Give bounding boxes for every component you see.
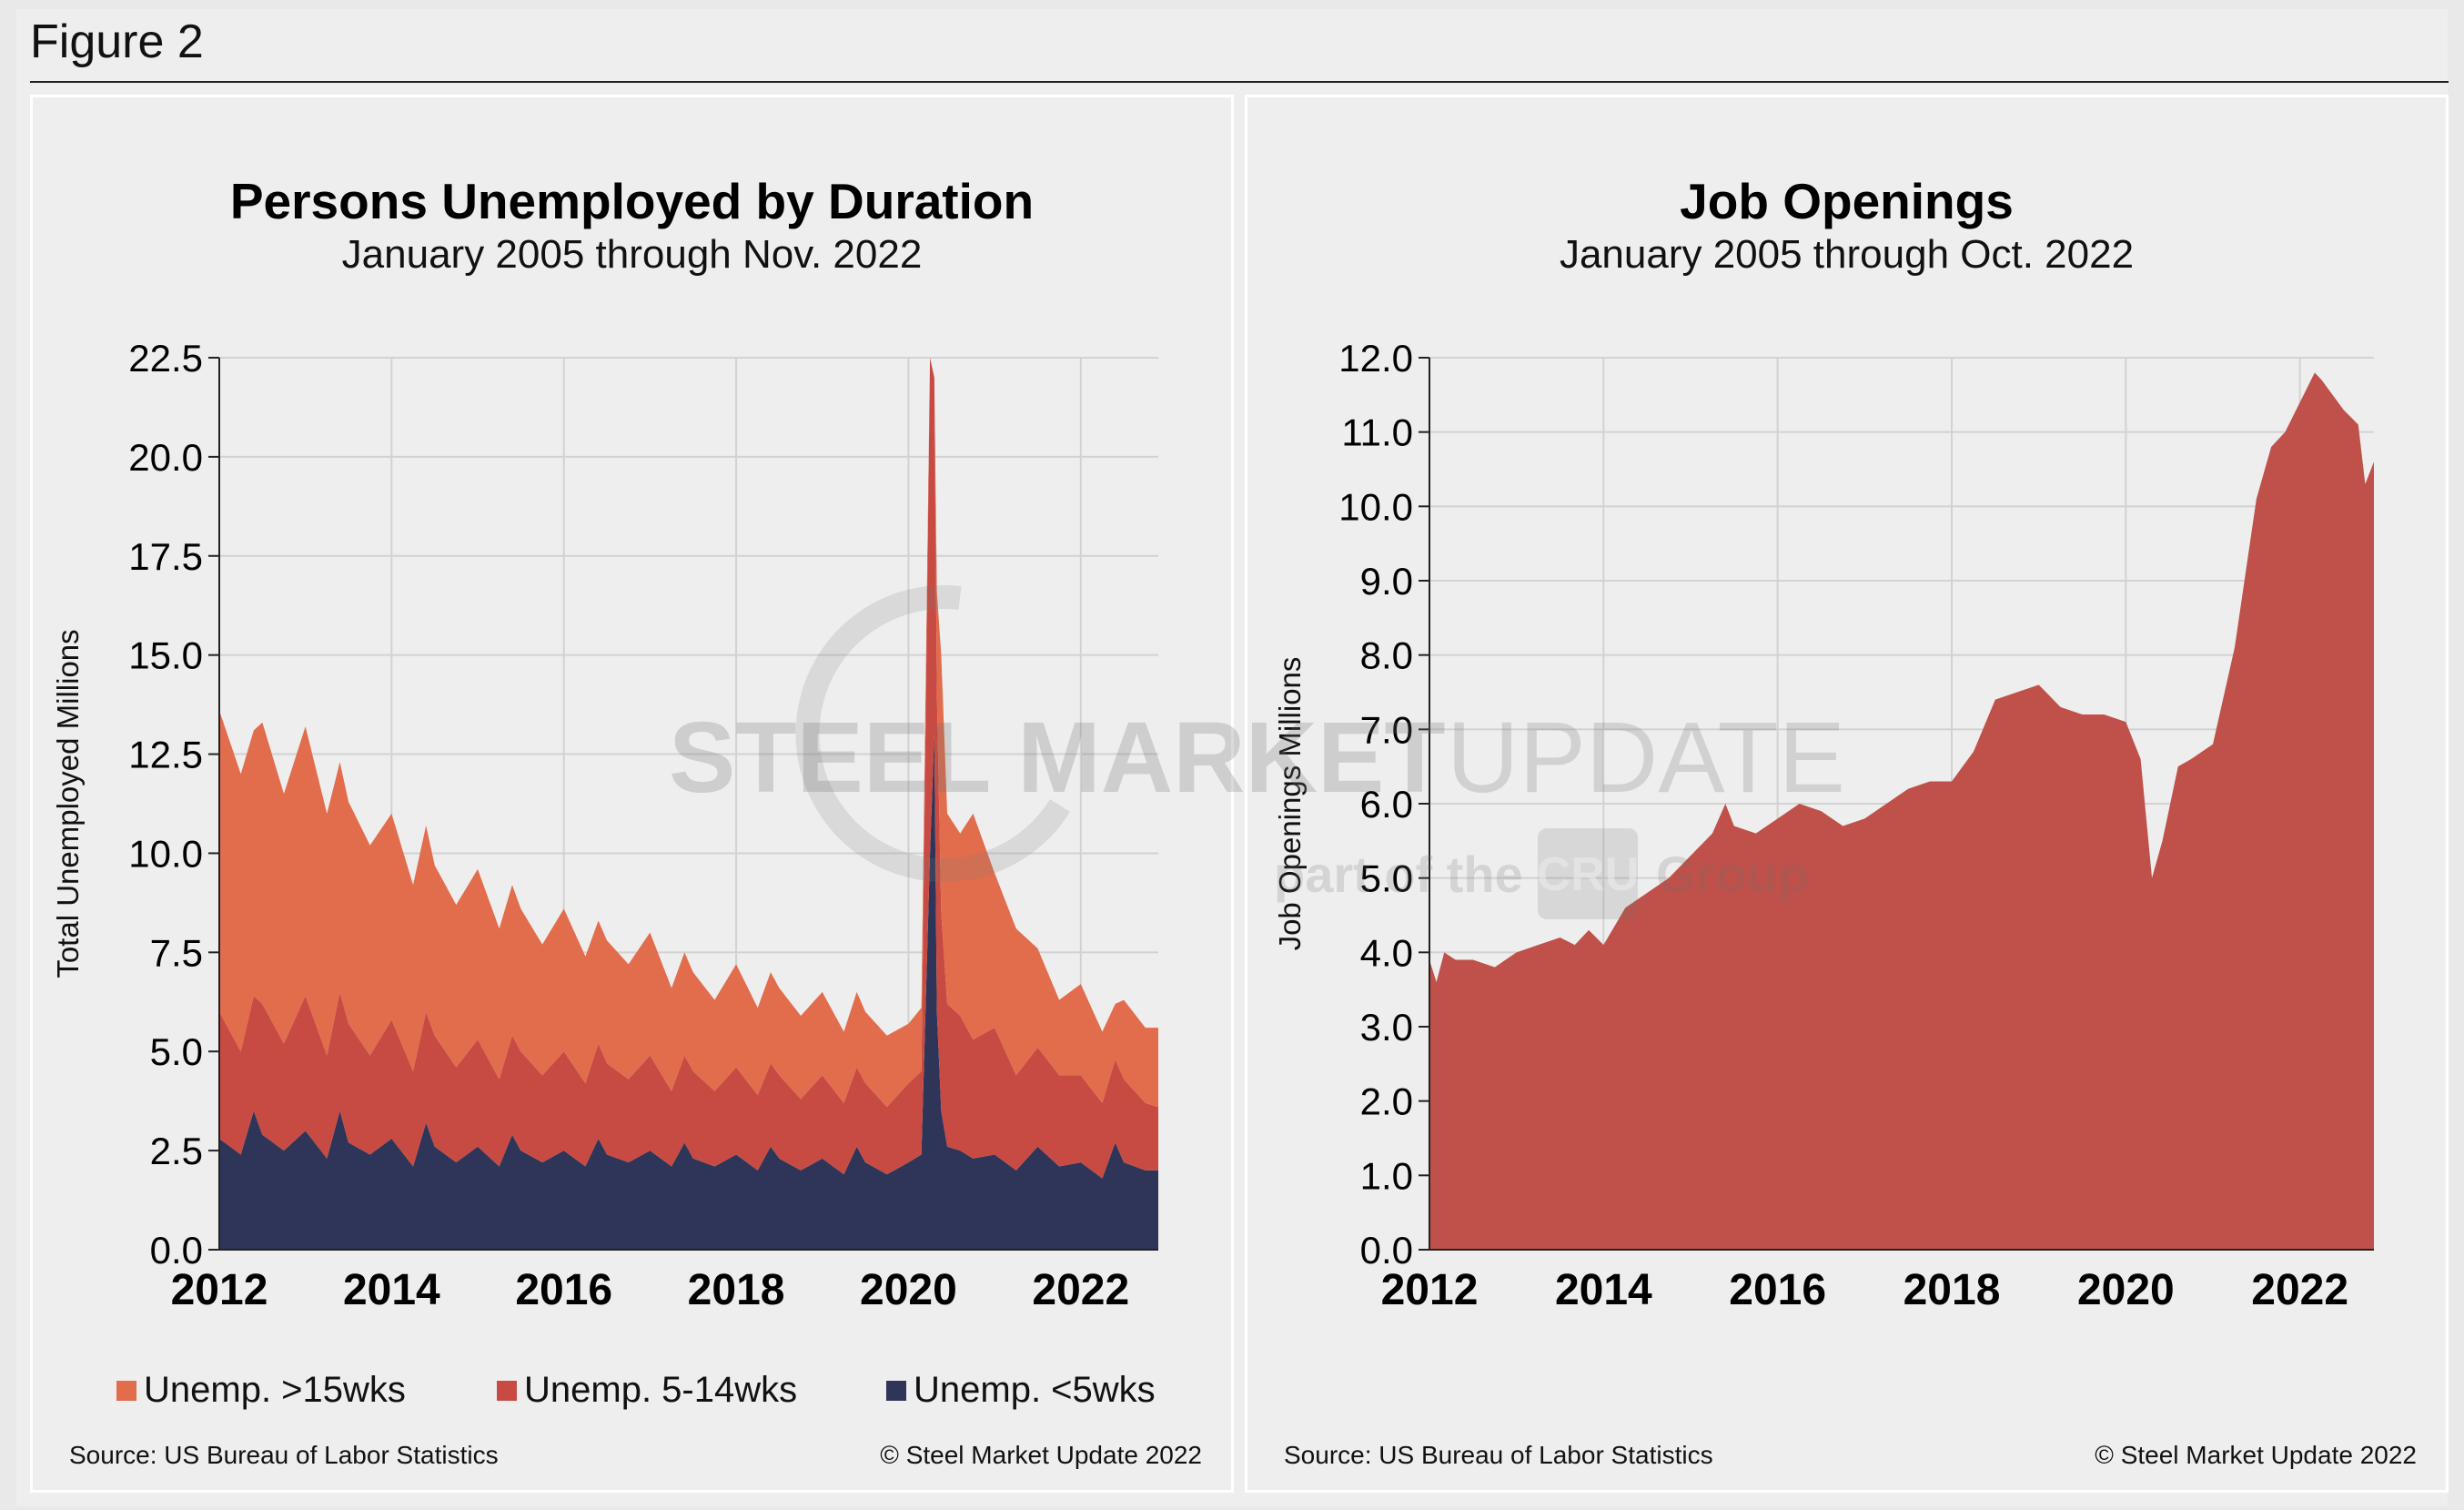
y-tick-label: 10.0 [128, 832, 203, 875]
chart-title: Persons Unemployed by Duration [229, 173, 1035, 229]
legend-label: Unemp. <5wks [914, 1370, 1156, 1410]
x-tick-label: 2016 [1729, 1266, 1826, 1314]
source-note: Source: US Bureau of Labor Statistics [1284, 1441, 1713, 1469]
y-tick-label: 8.0 [1360, 634, 1413, 677]
legend-label: Unemp. >15wks [144, 1370, 406, 1410]
x-tick-label: 2018 [1904, 1266, 2001, 1314]
area-series [1429, 372, 2374, 1250]
figure-label: Figure 2 [30, 15, 204, 68]
legend-item-short-term: Unemp. <5wks [886, 1370, 1156, 1411]
y-tick-label: 15.0 [128, 634, 203, 677]
area-series [219, 734, 1158, 1250]
x-tick-label: 2012 [1381, 1266, 1479, 1314]
y-tick-label: 0.0 [150, 1229, 203, 1272]
y-tick-label: 5.0 [1360, 857, 1413, 900]
y-tick-label: 10.0 [1338, 485, 1413, 528]
x-tick-label: 2014 [1555, 1266, 1652, 1314]
chart-legend: Unemp. >15wks Unemp. 5-14wks Unemp. <5wk… [33, 1370, 1231, 1415]
legend-swatch [497, 1380, 517, 1401]
job-openings-chart-panel: 0.0 1.0 2.0 3.0 4.0 5.0 6.0 7.0 8.0 9.0 10.0 11.0 12… [1245, 95, 2449, 1493]
y-tick-label: 2.5 [150, 1130, 203, 1172]
unemployment-chart: 0.0 2.5 5.0 7.5 10.0 12.5 15.0 17.5 20.0 22.5 2012… [51, 337, 1158, 1314]
source-note: Source: US Bureau of Labor Statistics [69, 1441, 499, 1469]
legend-swatch [886, 1380, 906, 1401]
legend-item-long-term: Unemp. >15wks [116, 1370, 406, 1411]
y-axis-title: Job Openings Millions [1273, 657, 1307, 951]
x-tick-label: 2012 [171, 1266, 268, 1314]
copyright-note: © Steel Market Update 2022 [2095, 1441, 2417, 1469]
area-series [219, 358, 1158, 1179]
y-tick-label: 9.0 [1360, 560, 1413, 603]
y-tick-label: 3.0 [1360, 1006, 1413, 1049]
y-tick-label: 17.5 [128, 535, 203, 578]
y-tick-label: 22.5 [128, 337, 203, 380]
figure-rule [30, 81, 2449, 83]
y-tick-label: 7.5 [150, 931, 203, 974]
legend-swatch [116, 1380, 136, 1401]
area-series [219, 358, 1158, 1108]
y-tick-label: 7.0 [1360, 708, 1413, 751]
y-tick-label: 2.0 [1360, 1080, 1413, 1123]
y-tick-label: 20.0 [128, 436, 203, 479]
legend-label: Unemp. 5-14wks [524, 1370, 798, 1410]
y-tick-label: 1.0 [1360, 1154, 1413, 1197]
chart-subtitle: January 2005 through Oct. 2022 [1559, 232, 2135, 277]
y-tick-label: 11.0 [1341, 411, 1413, 454]
chart-subtitle: January 2005 through Nov. 2022 [341, 232, 923, 277]
x-tick-label: 2016 [515, 1266, 612, 1314]
unemployment-chart-panel: 0.0 2.5 5.0 7.5 10.0 12.5 15.0 17.5 20.0 22.5 2012… [30, 95, 1234, 1493]
y-tick-label: 12.0 [1338, 337, 1413, 380]
x-tick-label: 2020 [860, 1266, 957, 1314]
legend-item-mid-term: Unemp. 5-14wks [497, 1370, 797, 1411]
copyright-note: © Steel Market Update 2022 [880, 1441, 1202, 1469]
x-tick-label: 2014 [343, 1266, 440, 1314]
y-tick-label: 6.0 [1360, 783, 1413, 826]
x-tick-label: 2020 [2077, 1266, 2175, 1314]
x-tick-label: 2022 [2251, 1266, 2348, 1314]
y-tick-label: 5.0 [150, 1030, 203, 1073]
chart-title: Job Openings [1680, 173, 2014, 229]
y-tick-label: 0.0 [1360, 1229, 1413, 1272]
y-axis-title: Total Unemployed Millions [51, 629, 85, 978]
x-tick-label: 2022 [1032, 1266, 1129, 1314]
y-tick-label: 12.5 [128, 734, 203, 776]
x-tick-label: 2018 [688, 1266, 785, 1314]
job-openings-chart: 0.0 1.0 2.0 3.0 4.0 5.0 6.0 7.0 8.0 9.0 10.0 11.0 12… [1273, 337, 2374, 1314]
y-tick-label: 4.0 [1360, 931, 1413, 974]
